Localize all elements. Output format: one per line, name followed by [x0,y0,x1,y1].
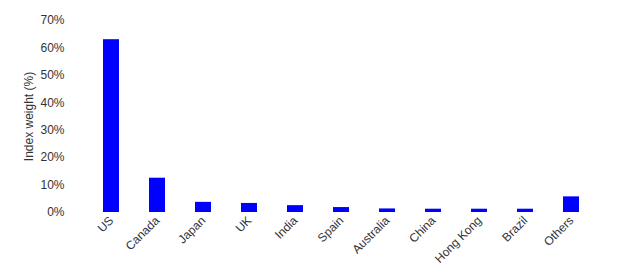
svg-text:China: China [406,213,438,245]
svg-text:60%: 60% [40,41,64,55]
svg-text:India: India [272,213,301,242]
svg-text:Japan: Japan [175,213,208,246]
svg-text:30%: 30% [40,123,64,137]
svg-text:10%: 10% [40,178,64,192]
svg-text:Canada: Canada [123,213,163,253]
svg-text:Others: Others [541,213,576,248]
svg-text:40%: 40% [40,96,64,110]
svg-text:50%: 50% [40,68,64,82]
svg-text:20%: 20% [40,150,64,164]
svg-text:Spain: Spain [315,213,347,245]
svg-text:Brazil: Brazil [499,213,530,244]
svg-text:0%: 0% [47,205,65,219]
svg-text:UK: UK [233,213,255,235]
svg-text:Index weight (%): Index weight (%) [22,72,36,161]
svg-text:US: US [95,213,117,235]
svg-text:Australia: Australia [349,213,392,256]
svg-text:Hong Kong: Hong Kong [432,213,484,265]
svg-text:70%: 70% [40,13,64,27]
